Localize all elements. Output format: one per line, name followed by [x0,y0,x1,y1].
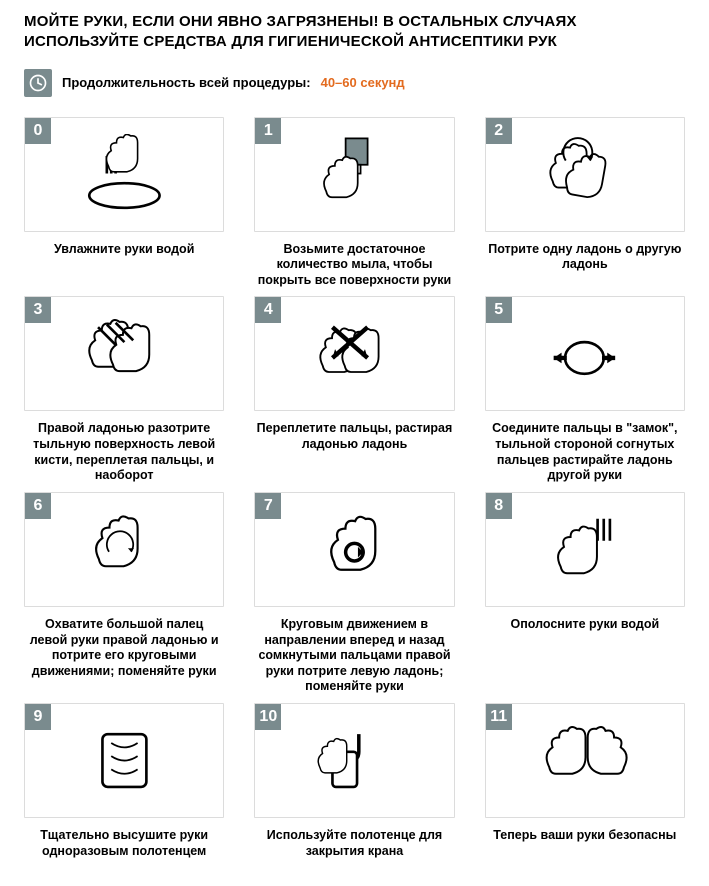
step-number-badge: 1 [255,118,281,144]
step-caption: Теперь ваши руки безопасны [485,828,685,874]
step-number-badge: 4 [255,297,281,323]
step-number-badge: 5 [486,297,512,323]
step-8: 8 Ополосните руки водой [485,492,685,695]
step-number-badge: 11 [486,704,512,730]
step-3: 3 Правой ладонью разотрите тыльную поверх… [24,296,224,484]
step-image: 10 [254,703,454,818]
hand-illustration [285,314,424,393]
hand-illustration [515,510,654,589]
hand-illustration [515,134,654,213]
step-5: 5 Соедините пальцы в "замок", тыльной сто… [485,296,685,484]
step-10: 10 Используйте полотенце для закрытия кра… [254,703,454,874]
step-caption: Правой ладонью разотрите тыльную поверхн… [24,421,224,484]
step-number-badge: 2 [486,118,512,144]
step-caption: Переплетите пальцы, растирая ладонью лад… [254,421,454,467]
duration-value: 40–60 секунд [321,75,405,90]
page-title: МОЙТЕ РУКИ, ЕСЛИ ОНИ ЯВНО ЗАГРЯЗНЕНЫ! В … [24,12,685,53]
hand-illustration [55,510,194,589]
step-11: 11 Теперь ваши руки безопасны [485,703,685,874]
hand-illustration [55,314,194,393]
step-image: 9 [24,703,224,818]
step-0: 0 Увлажните руки водой [24,117,224,289]
steps-grid: 0 Увлажните руки водой 1 Возьмите достаточн… [24,117,685,875]
step-image: 6 [24,492,224,607]
step-4: 4 Переплетите пальцы, растирая ладонью ла… [254,296,454,484]
step-number-badge: 3 [25,297,51,323]
step-6: 6 Охватите большой палец левой руки право… [24,492,224,695]
step-image: 8 [485,492,685,607]
step-image: 11 [485,703,685,818]
step-caption: Круговым движением в направлении вперед … [254,617,454,695]
clock-icon [24,69,52,97]
step-9: 9 Тщательно высушите руки одноразовым пол… [24,703,224,874]
step-caption: Охватите большой палец левой руки правой… [24,617,224,680]
step-number-badge: 8 [486,493,512,519]
step-caption: Ополосните руки водой [485,617,685,663]
step-caption: Соедините пальцы в "замок", тыльной стор… [485,421,685,484]
step-image: 4 [254,296,454,411]
step-2: 2 Потрите одну ладонь о другую ладонь [485,117,685,289]
step-caption: Тщательно высушите руки одноразовым поло… [24,828,224,874]
step-number-badge: 0 [25,118,51,144]
step-caption: Увлажните руки водой [24,242,224,288]
step-image: 2 [485,117,685,232]
step-image: 5 [485,296,685,411]
step-caption: Возьмите достаточное количество мыла, чт… [254,242,454,289]
step-1: 1 Возьмите достаточное количество мыла, ч… [254,117,454,289]
step-number-badge: 9 [25,704,51,730]
step-caption: Потрите одну ладонь о другую ладонь [485,242,685,288]
step-caption: Используйте полотенце для закрытия крана [254,828,454,874]
hand-illustration [285,510,424,589]
hand-illustration [515,314,654,393]
step-number-badge: 7 [255,493,281,519]
step-7: 7 Круговым движением в направлении вперед… [254,492,454,695]
duration-row: Продолжительность всей процедуры: 40–60 … [24,69,685,97]
hand-illustration [55,134,194,213]
step-image: 0 [24,117,224,232]
step-image: 7 [254,492,454,607]
duration-label: Продолжительность всей процедуры: [62,75,311,90]
step-number-badge: 6 [25,493,51,519]
step-image: 3 [24,296,224,411]
step-number-badge: 10 [255,704,281,730]
hand-illustration [285,134,424,213]
step-image: 1 [254,117,454,232]
